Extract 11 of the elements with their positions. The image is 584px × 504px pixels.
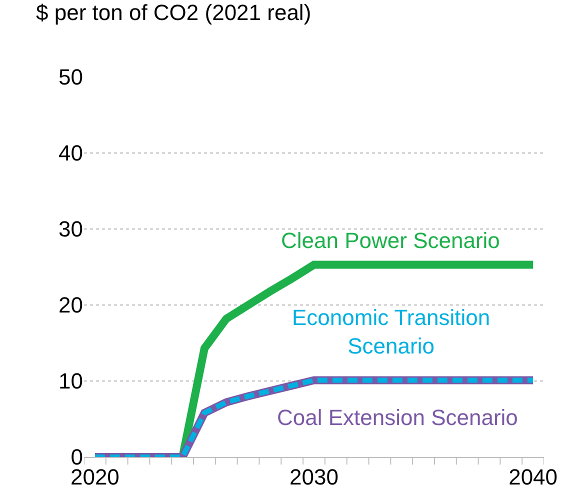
y-axis-title: $ per ton of CO2 (2021 real) — [36, 0, 312, 25]
series-label: Clean Power Scenario — [281, 228, 500, 253]
y-tick-label: 10 — [58, 368, 83, 394]
x-tick-label: 2030 — [290, 464, 338, 490]
y-tick-label: 50 — [58, 64, 83, 90]
y-tick-label: 20 — [58, 292, 83, 318]
x-tick-label: 2040 — [508, 464, 558, 490]
y-tick-label: 30 — [58, 216, 83, 242]
series-label: Economic Transition Scenario — [292, 305, 490, 359]
y-tick-label: 40 — [58, 140, 83, 166]
series-label: Coal Extension Scenario — [277, 405, 518, 430]
